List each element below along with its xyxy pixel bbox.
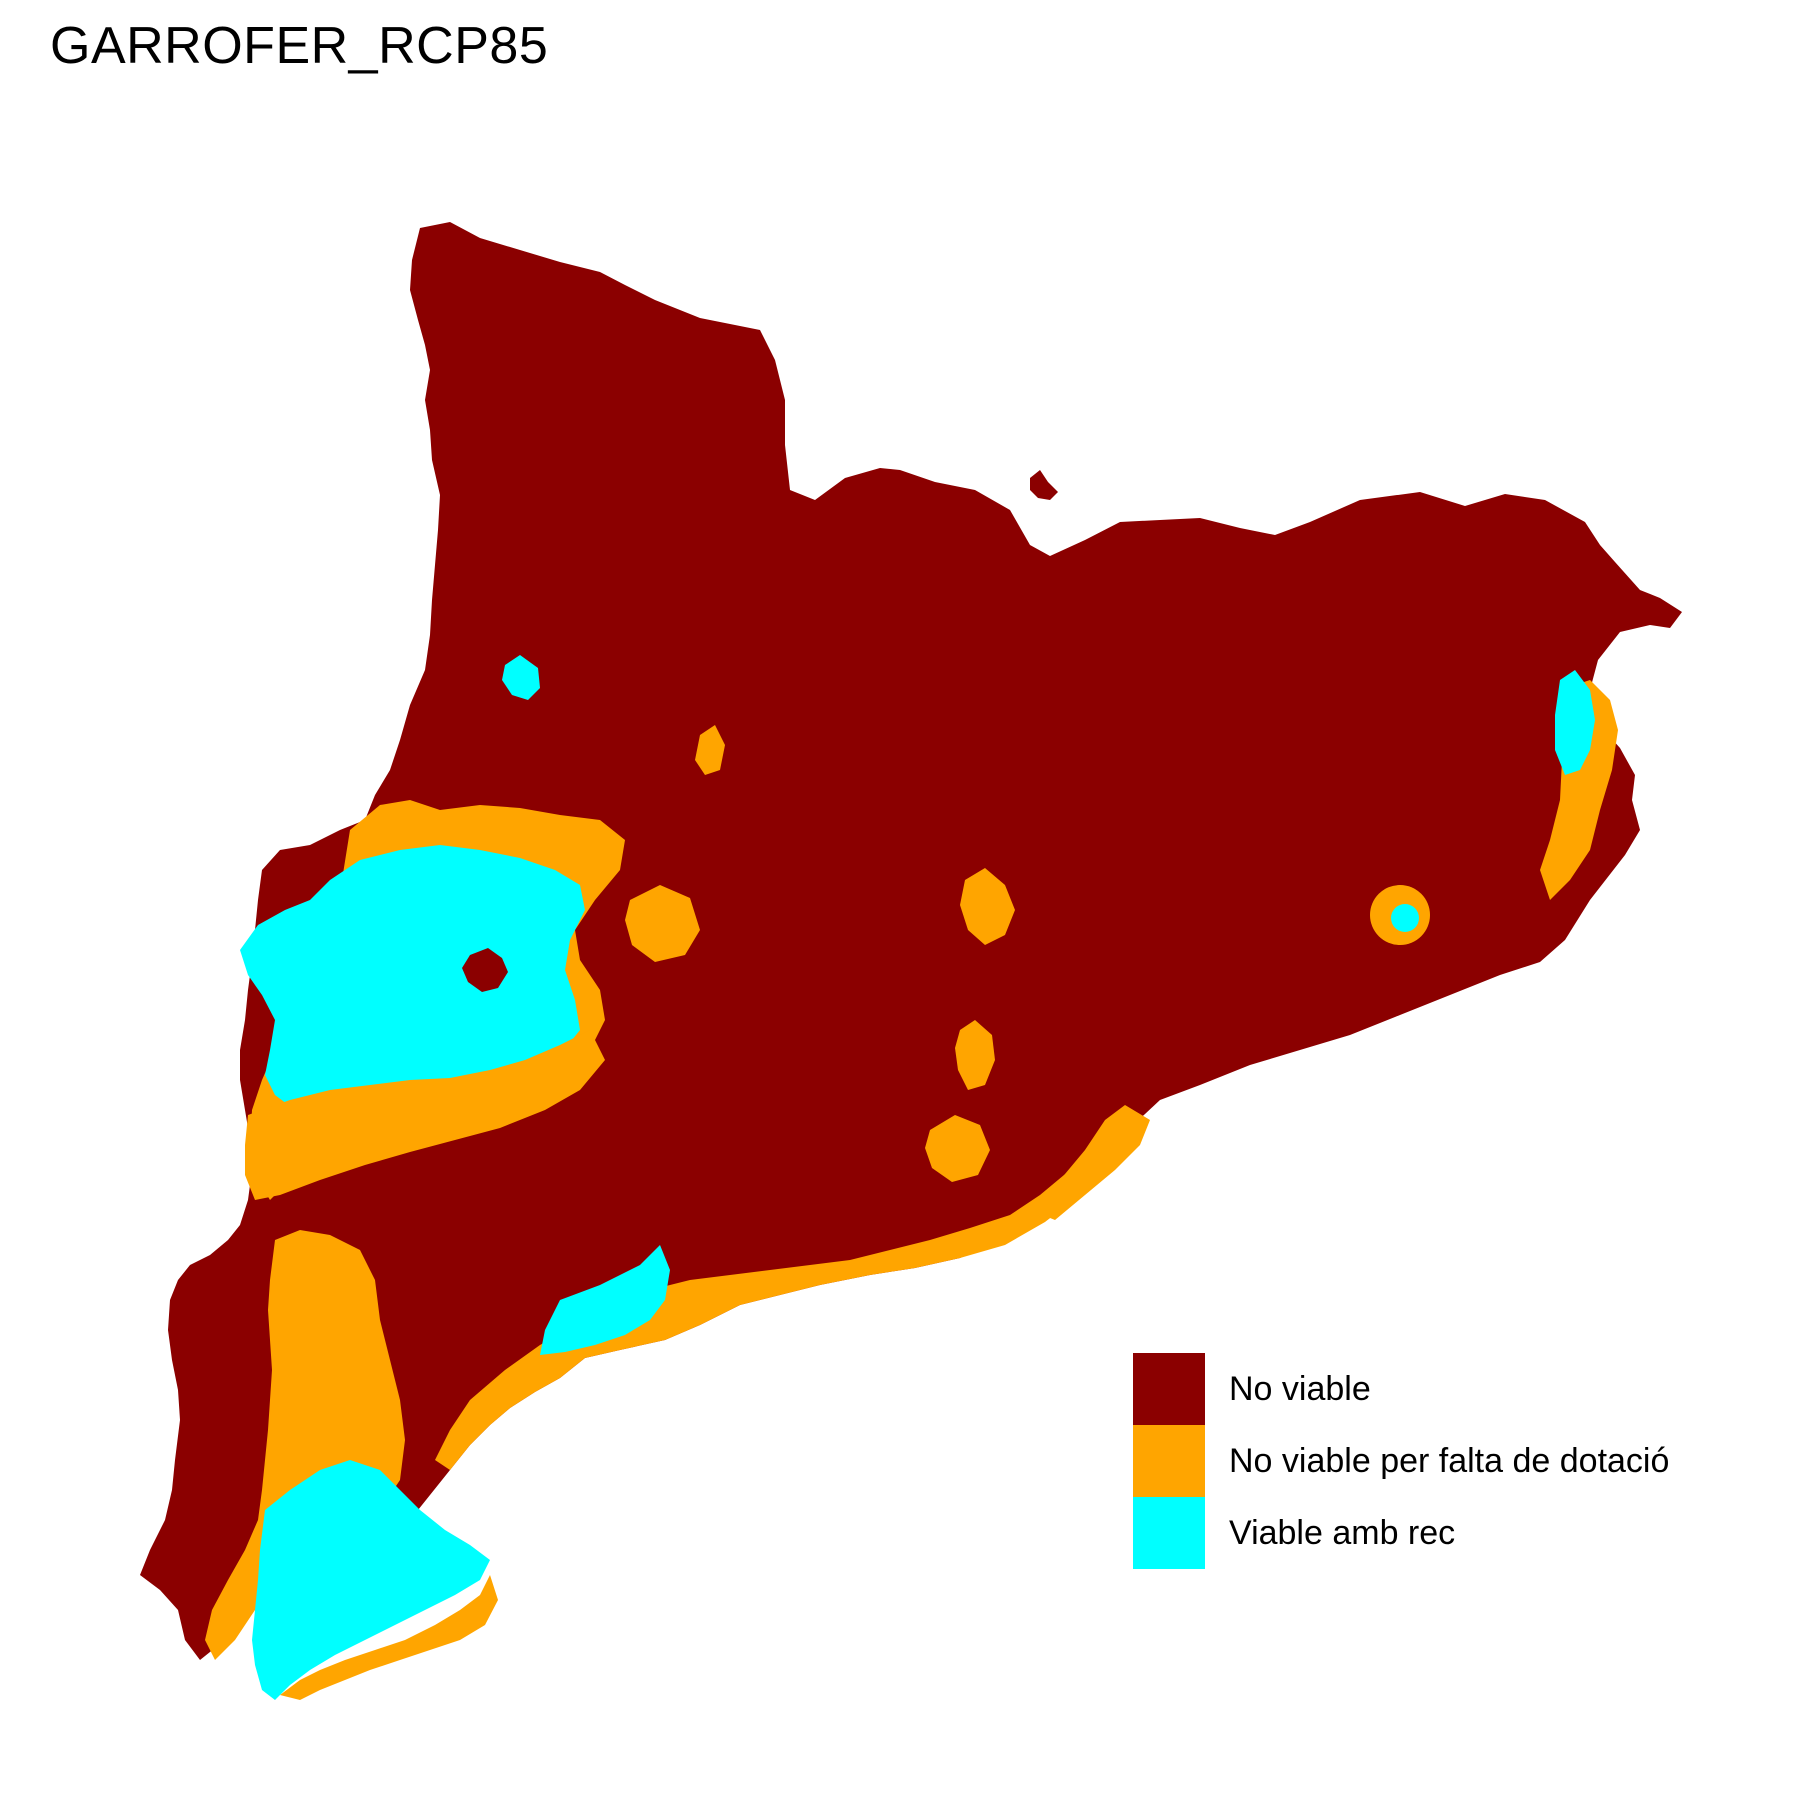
region-dotacio-ebre — [205, 1230, 405, 1660]
map-title: GARROFER_RCP85 — [50, 17, 549, 75]
region-dotacio-garrigues — [625, 885, 700, 962]
legend-item-no-viable: No viable — [1133, 1353, 1669, 1425]
region-dotacio-coast — [435, 1115, 1140, 1470]
legend-item-viable-rec: Viable amb rec — [1133, 1497, 1669, 1569]
legend-item-no-viable-dotacio: No viable per falta de dotació — [1133, 1425, 1669, 1497]
region-dotacio-anoia — [955, 1020, 995, 1090]
legend-swatch-viable-rec — [1133, 1497, 1205, 1569]
legend-label-no-viable-dotacio: No viable per falta de dotació — [1229, 1441, 1670, 1480]
region-viable-girona — [1391, 904, 1419, 932]
legend: No viable No viable per falta de dotació… — [1133, 1353, 1669, 1569]
region-viable-cerdanya — [502, 655, 540, 700]
region-dotacio-north — [695, 725, 725, 775]
legend-swatch-no-viable — [1133, 1353, 1205, 1425]
legend-label-no-viable: No viable — [1229, 1369, 1371, 1408]
region-viable-camp — [540, 1245, 670, 1355]
region-no-viable-inclusion — [462, 948, 508, 992]
region-viable-delta — [252, 1460, 490, 1700]
region-dotacio-segrià — [245, 1030, 605, 1200]
region-dotacio-bcn — [1030, 1105, 1150, 1220]
region-dotacio-bages — [960, 868, 1015, 945]
region-viable-west — [240, 845, 585, 1115]
region-dotacio-delta — [280, 1575, 498, 1700]
region-dotacio-penedes — [925, 1115, 990, 1182]
region-no-viable-islet — [1030, 470, 1058, 500]
legend-swatch-no-viable-dotacio — [1133, 1425, 1205, 1497]
region-no-viable — [140, 222, 1682, 1660]
region-viable-emporda — [1555, 670, 1595, 775]
legend-label-viable-rec: Viable amb rec — [1229, 1513, 1456, 1552]
